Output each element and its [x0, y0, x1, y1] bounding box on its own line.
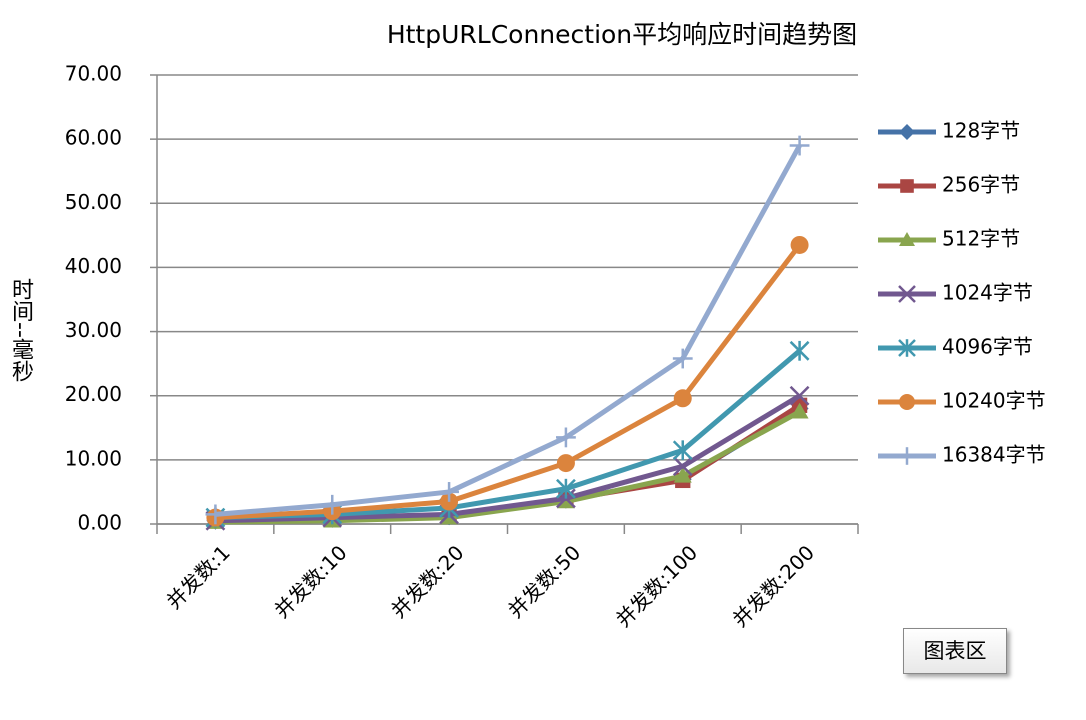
- marker-part: [673, 466, 692, 483]
- y-tick-label: 30.00: [65, 318, 122, 342]
- legend-label: 512字节: [942, 227, 1020, 251]
- marker-part: [556, 454, 575, 473]
- marker: [322, 494, 343, 515]
- legend-item: 512字节: [878, 227, 1020, 251]
- marker: [672, 456, 693, 477]
- marker-part: [899, 394, 915, 410]
- y-tick-label: 20.00: [65, 382, 122, 406]
- legend-label: 256字节: [942, 173, 1020, 197]
- marker-part: [673, 389, 692, 408]
- marker: [789, 135, 810, 156]
- x-tick-label: 并发数:1: [162, 540, 235, 613]
- x-tick-label: 并发数:20: [386, 540, 468, 622]
- legend-item: 10240字节: [878, 389, 1046, 413]
- marker-part: [790, 235, 809, 254]
- marker: [673, 389, 692, 408]
- x-tick-label: 并发数:100: [611, 540, 702, 631]
- legend-label: 16384字节: [942, 443, 1046, 467]
- y-axis-label: 时间--毫秒: [8, 278, 34, 382]
- marker-part: [789, 385, 810, 406]
- series-line: [215, 409, 801, 525]
- legend-label: 10240字节: [942, 389, 1046, 413]
- legend-label: 128字节: [942, 119, 1020, 143]
- marker: [556, 454, 575, 473]
- marker: [789, 340, 810, 361]
- y-tick-label: 40.00: [65, 254, 122, 278]
- series-line: [215, 144, 802, 517]
- y-tick-label: 60.00: [65, 126, 122, 150]
- marker-part: [898, 285, 916, 303]
- x-tick-label: 并发数:50: [503, 540, 585, 622]
- marker-part: [899, 232, 915, 246]
- legend-item: 256字节: [878, 173, 1020, 197]
- legend-item: 4096字节: [878, 335, 1033, 359]
- marker: [899, 124, 915, 140]
- marker: [898, 285, 916, 303]
- y-tick-label: 70.00: [65, 62, 122, 86]
- legend-item: 1024字节: [878, 281, 1033, 305]
- chart-area-tooltip: 图表区: [903, 628, 1007, 674]
- marker-part: [900, 179, 914, 193]
- marker: [789, 385, 810, 406]
- marker-part: [790, 402, 809, 419]
- marker: [900, 179, 914, 193]
- x-tick-label: 并发数:10: [270, 540, 352, 622]
- marker: [672, 440, 693, 461]
- marker-part: [672, 456, 693, 477]
- marker: [672, 348, 693, 369]
- marker: [790, 235, 809, 254]
- marker: [205, 504, 226, 525]
- y-tick-label: 50.00: [65, 190, 122, 214]
- marker: [556, 427, 576, 448]
- legend-item: 16384字节: [878, 443, 1046, 467]
- marker: [556, 478, 576, 499]
- marker: [673, 466, 692, 483]
- y-tick-label: 0.00: [77, 511, 122, 535]
- series-line: [215, 348, 802, 521]
- legend-label: 1024字节: [942, 281, 1033, 305]
- marker-part: [899, 124, 915, 140]
- series-line: [215, 243, 802, 521]
- marker: [898, 339, 916, 357]
- series-line: [215, 393, 801, 524]
- legend-item: 128字节: [878, 119, 1020, 143]
- marker: [899, 394, 915, 410]
- legend-label: 4096字节: [942, 335, 1033, 359]
- marker: [790, 402, 809, 419]
- chart-title: HttpURLConnection平均响应时间趋势图: [387, 20, 857, 49]
- marker: [899, 232, 915, 246]
- marker: [898, 447, 916, 465]
- y-tick-label: 10.00: [65, 446, 122, 470]
- x-tick-label: 并发数:200: [728, 540, 819, 631]
- marker: [439, 482, 459, 502]
